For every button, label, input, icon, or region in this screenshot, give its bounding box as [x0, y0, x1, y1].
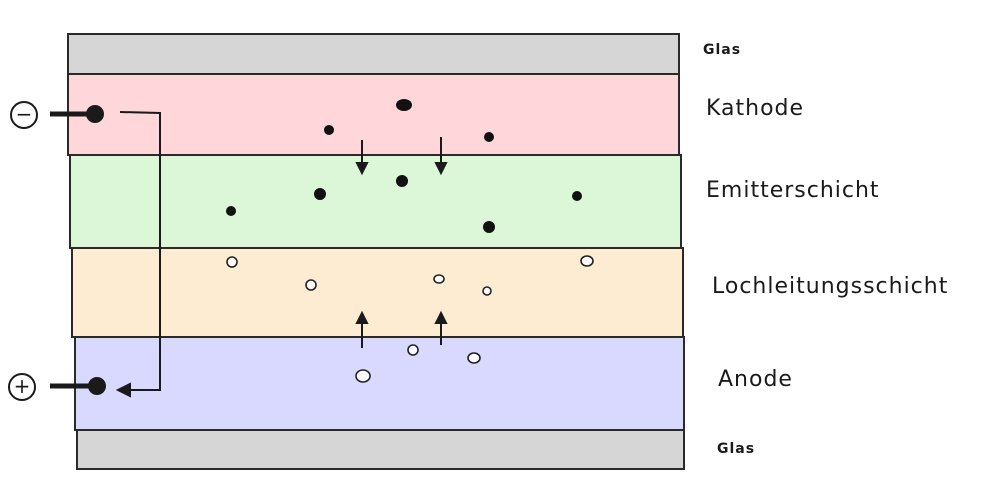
cathode-label: Kathode: [706, 96, 805, 121]
hole-circle: [355, 369, 371, 383]
cathode-layer: [67, 73, 680, 156]
up-arrow-head-icon: [434, 310, 448, 324]
cathode-contact-dot: [86, 105, 104, 123]
electron-dot: [226, 206, 236, 216]
electron-dot: [572, 191, 582, 201]
down-arrow-head-icon: [355, 162, 369, 176]
hole-transport-label: Lochleitungsschicht: [712, 274, 949, 299]
flow-arrows: [355, 137, 448, 348]
glass-bottom-layer: [76, 429, 685, 470]
anode-label: Anode: [718, 367, 793, 392]
electron-dot: [324, 125, 334, 135]
positive-terminal: +: [8, 373, 36, 401]
emitter-label: Emitterschicht: [706, 178, 880, 203]
hole-circle: [467, 352, 481, 364]
up-arrow-head-icon: [355, 310, 369, 324]
glass-top-label: Glas: [703, 42, 742, 58]
hole-circle: [305, 279, 317, 291]
hole-circle: [407, 344, 419, 356]
hole-circle: [482, 286, 492, 296]
holes: [226, 255, 594, 383]
electron-dot: [484, 132, 494, 142]
electrons: [226, 99, 582, 233]
electron-dot: [314, 188, 326, 200]
circuit-wire: [119, 111, 161, 391]
negative-terminal: −: [10, 101, 38, 129]
wire-arrow-icon: [115, 382, 131, 398]
electron-dot: [483, 221, 495, 233]
electron-dot: [396, 99, 412, 111]
hole-circle: [226, 256, 238, 268]
electron-dot: [396, 175, 408, 187]
anode-contact-dot: [88, 377, 106, 395]
external-circuit: [50, 111, 161, 398]
down-arrow-head-icon: [434, 162, 448, 176]
hole-circle: [580, 255, 594, 267]
hole-circle: [433, 274, 445, 284]
glass-bottom-label: Glas: [717, 441, 756, 457]
